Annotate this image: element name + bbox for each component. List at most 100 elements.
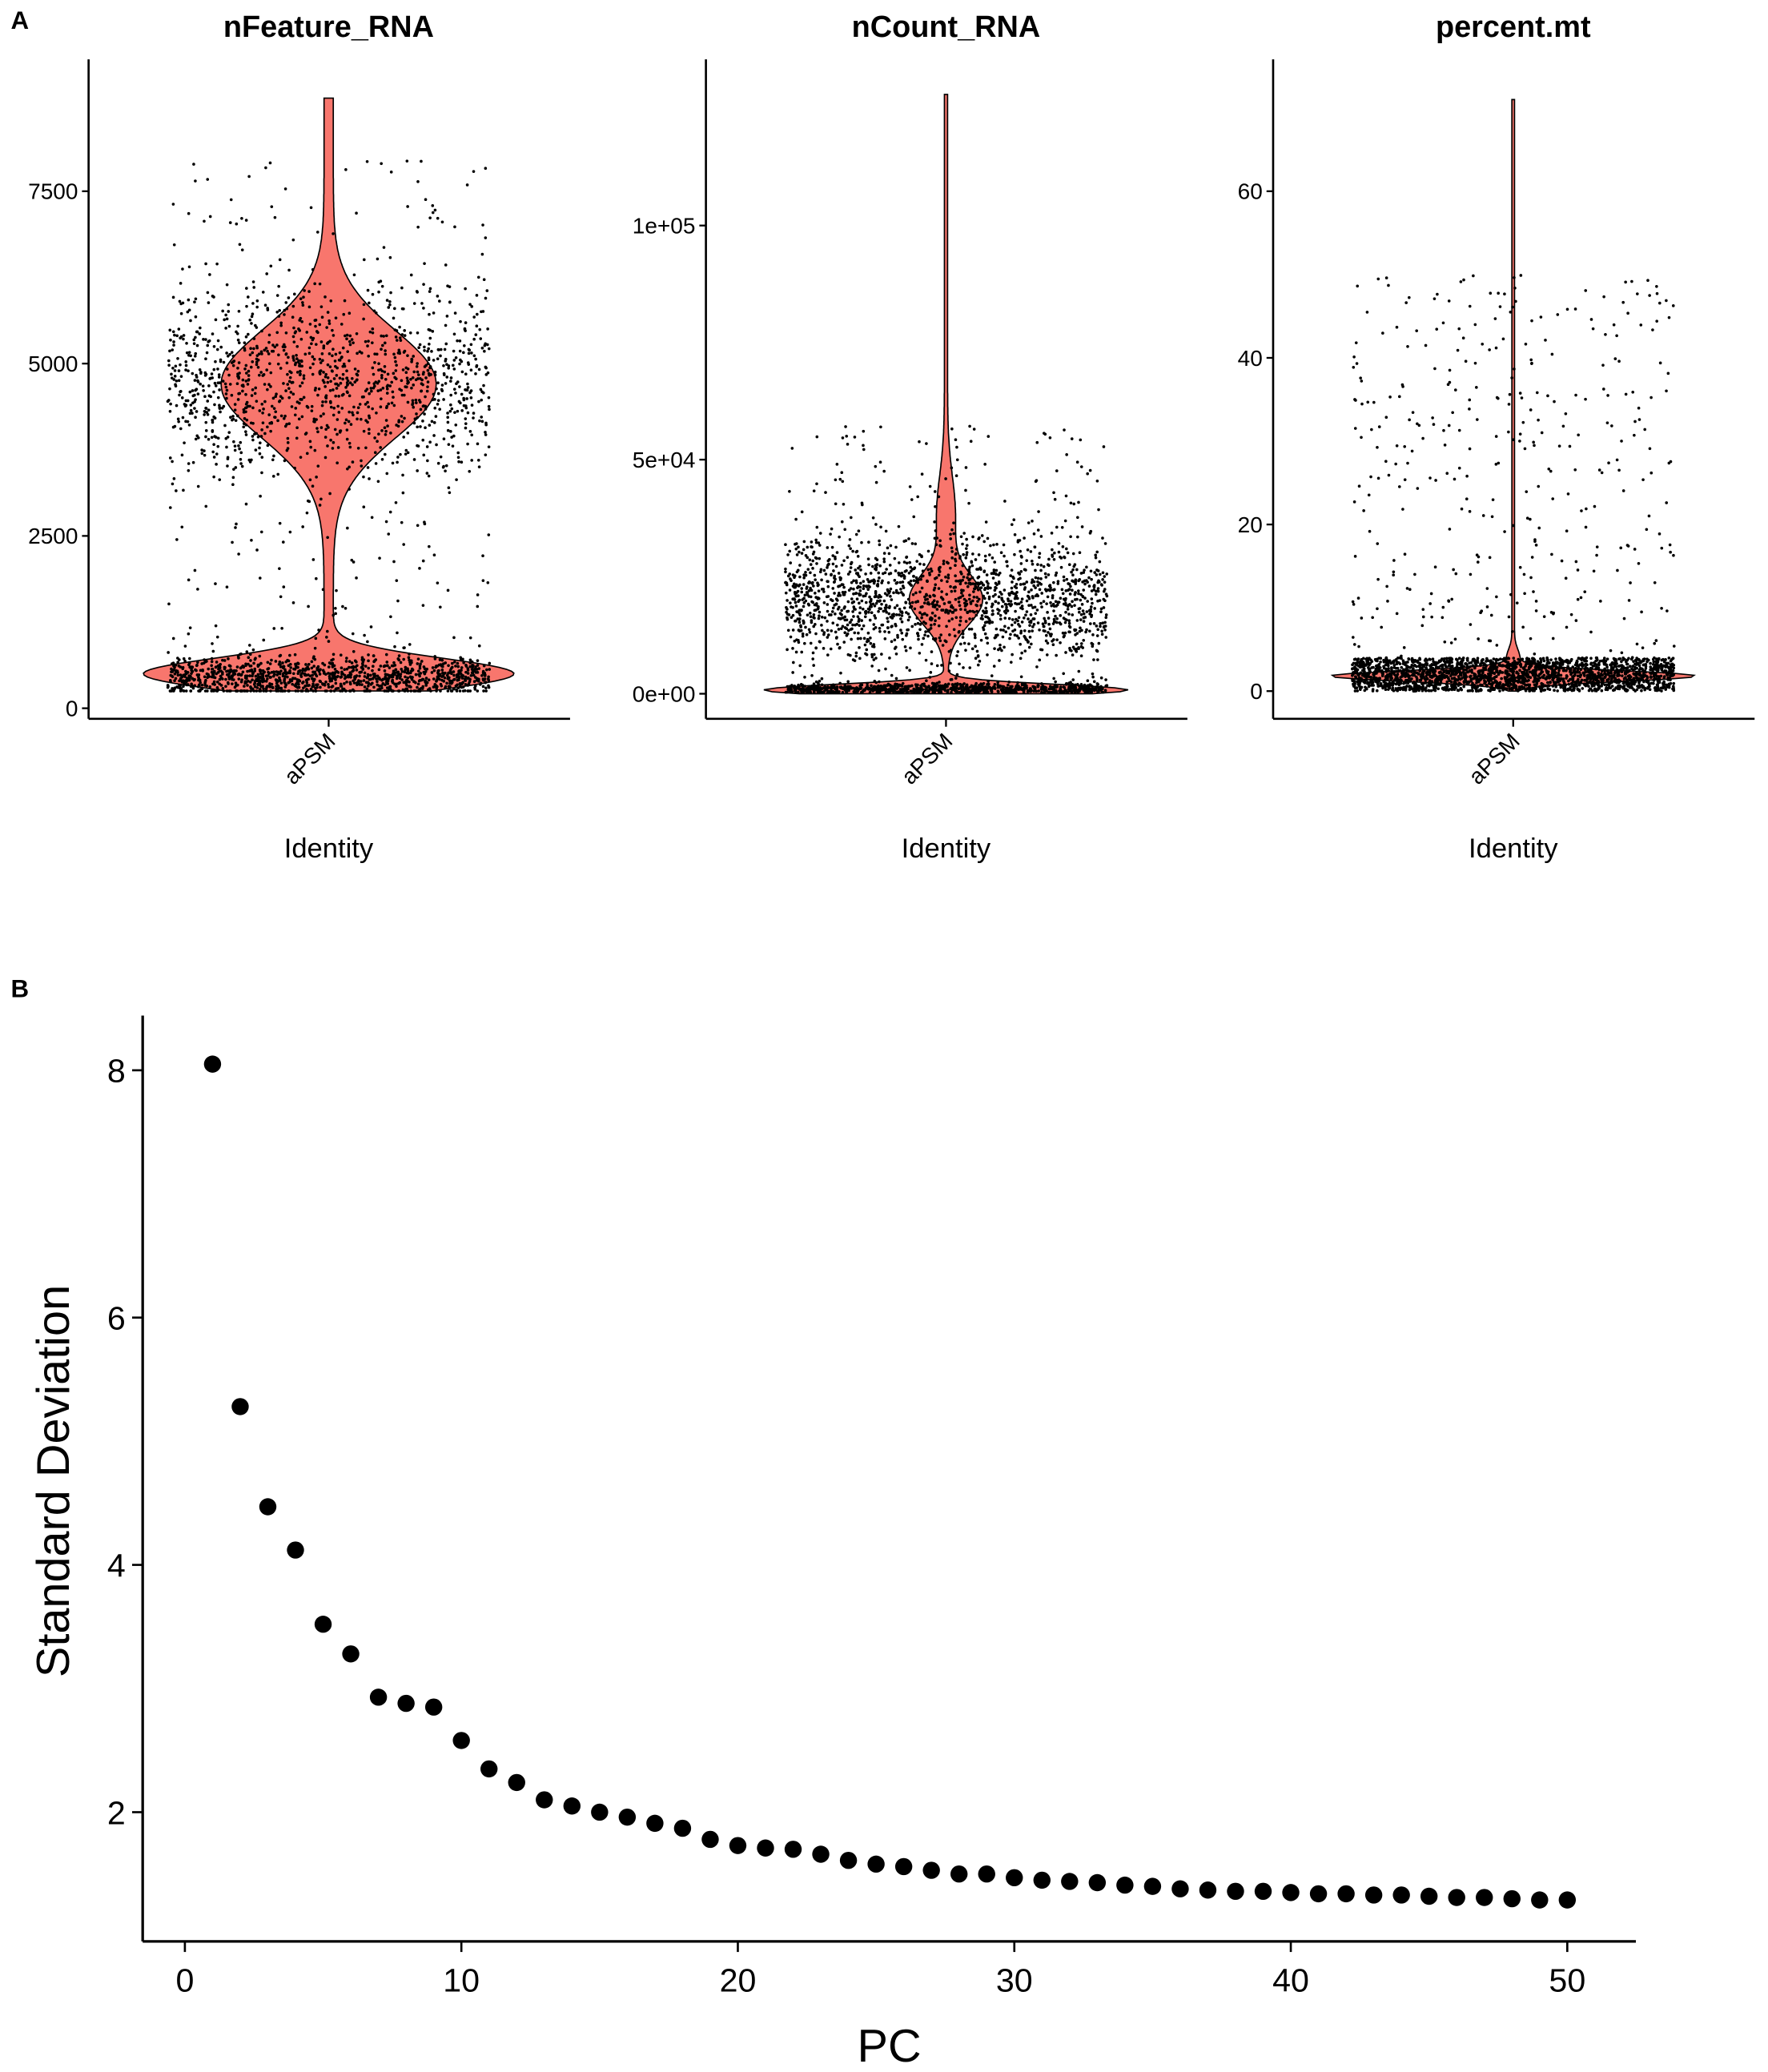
jitter-point <box>912 574 915 578</box>
jitter-point <box>1064 651 1067 654</box>
jitter-point <box>431 204 435 207</box>
jitter-point <box>800 510 804 514</box>
jitter-point <box>1051 622 1055 625</box>
jitter-point <box>820 683 824 687</box>
jitter-point <box>978 689 982 693</box>
jitter-point <box>414 673 418 677</box>
jitter-point <box>402 543 406 546</box>
jitter-point <box>1081 595 1085 599</box>
jitter-point <box>209 376 212 380</box>
jitter-point <box>302 681 305 684</box>
jitter-point <box>189 404 193 407</box>
jitter-point <box>171 460 174 464</box>
jitter-point <box>878 539 881 543</box>
jitter-point <box>169 338 172 342</box>
jitter-point <box>214 582 217 585</box>
jitter-point <box>940 590 943 593</box>
jitter-point <box>412 405 416 409</box>
jitter-point <box>374 380 378 384</box>
jitter-point <box>898 688 902 691</box>
jitter-point <box>424 408 428 411</box>
jitter-point <box>950 427 954 431</box>
jitter-point <box>211 418 214 422</box>
jitter-point <box>804 570 807 574</box>
jitter-point <box>1079 572 1083 575</box>
jitter-point <box>790 686 793 689</box>
jitter-point <box>806 545 810 549</box>
jitter-point <box>882 552 886 555</box>
jitter-point <box>381 343 384 347</box>
jitter-point <box>950 589 954 593</box>
jitter-point <box>383 677 386 681</box>
jitter-point <box>1074 633 1077 636</box>
jitter-point <box>883 571 887 575</box>
jitter-point <box>250 538 253 542</box>
jitter-point <box>464 665 468 668</box>
jitter-point <box>251 302 255 305</box>
jitter-point <box>454 392 457 395</box>
jitter-point <box>1019 562 1023 565</box>
jitter-point <box>364 665 368 668</box>
jitter-point <box>877 596 880 599</box>
jitter-point <box>349 673 353 677</box>
jitter-point <box>403 689 406 693</box>
jitter-point <box>846 609 849 613</box>
jitter-point <box>1059 640 1062 644</box>
jitter-point <box>1013 533 1017 536</box>
jitter-point <box>358 350 362 354</box>
jitter-point <box>786 687 790 690</box>
jitter-point <box>458 339 462 343</box>
jitter-point <box>351 383 354 387</box>
jitter-point <box>384 653 388 657</box>
jitter-point <box>218 404 221 408</box>
jitter-point <box>348 689 352 693</box>
jitter-point <box>444 263 448 267</box>
jitter-point <box>398 336 402 339</box>
jitter-point <box>1065 453 1068 456</box>
jitter-point <box>409 377 412 381</box>
jitter-point <box>279 414 283 418</box>
jitter-point <box>1000 649 1003 653</box>
jitter-point <box>297 359 301 363</box>
jitter-point <box>171 687 174 690</box>
jitter-point <box>944 477 947 480</box>
jitter-point <box>279 686 283 690</box>
jitter-point <box>181 301 185 305</box>
jitter-point <box>963 601 966 605</box>
jitter-point <box>873 688 876 692</box>
jitter-point <box>266 444 270 448</box>
jitter-point <box>240 383 244 387</box>
jitter-point <box>211 450 215 454</box>
jitter-point <box>913 607 917 611</box>
jitter-point <box>343 299 347 303</box>
jitter-point <box>431 666 435 669</box>
jitter-point <box>255 354 259 357</box>
jitter-point <box>268 662 272 665</box>
jitter-point <box>299 398 303 401</box>
jitter-point <box>467 689 470 693</box>
jitter-point <box>1104 678 1107 681</box>
jitter-point <box>416 657 420 661</box>
jitter-point <box>887 552 891 556</box>
jitter-point <box>366 400 369 404</box>
jitter-point <box>1071 645 1075 649</box>
jitter-point <box>1028 624 1031 627</box>
jitter-point <box>449 379 452 383</box>
jitter-point <box>193 300 196 304</box>
jitter-point <box>1023 649 1027 653</box>
jitter-point <box>1101 578 1104 581</box>
violin-shape <box>763 94 1129 695</box>
jitter-point <box>1040 648 1044 652</box>
jitter-point <box>401 491 405 495</box>
jitter-point <box>427 688 430 692</box>
jitter-point <box>383 689 386 693</box>
jitter-point <box>1055 525 1059 529</box>
jitter-point <box>422 307 425 310</box>
jitter-point <box>1105 572 1109 576</box>
jitter-point <box>284 683 288 687</box>
jitter-point <box>487 685 491 689</box>
jitter-point <box>841 624 845 628</box>
jitter-point <box>930 662 934 665</box>
jitter-point <box>282 382 285 385</box>
jitter-point <box>1061 690 1065 694</box>
